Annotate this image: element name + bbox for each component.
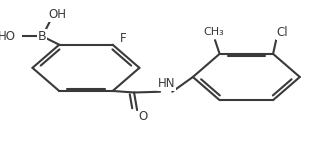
- Text: HN: HN: [157, 77, 175, 90]
- Text: CH₃: CH₃: [203, 27, 224, 37]
- Text: F: F: [120, 32, 127, 45]
- Text: O: O: [139, 110, 148, 123]
- Text: HO: HO: [0, 30, 16, 43]
- Text: B: B: [38, 30, 47, 43]
- Text: Cl: Cl: [277, 26, 288, 39]
- Text: OH: OH: [49, 8, 67, 21]
